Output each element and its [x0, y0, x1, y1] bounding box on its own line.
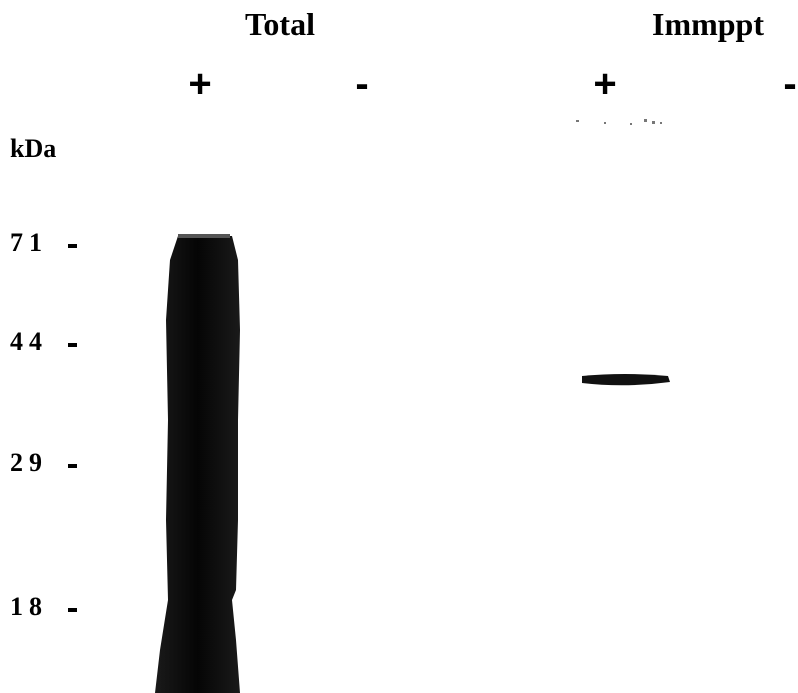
band	[582, 374, 670, 385]
marker-label: 44	[10, 327, 48, 357]
gel-figure: Total+-Immppt+-kDa71442918	[0, 0, 798, 693]
lane-sign: -	[355, 62, 368, 107]
marker-label: 18	[10, 592, 48, 622]
marker-dash	[68, 343, 77, 347]
marker-dash	[68, 608, 77, 612]
gel	[0, 0, 798, 693]
group-label: Total	[245, 6, 315, 43]
lane-smear	[155, 236, 240, 693]
marker-label: 71	[10, 228, 48, 258]
marker-label: 29	[10, 448, 48, 478]
specks	[576, 119, 662, 125]
lane-sign: -	[783, 62, 796, 107]
marker-dash	[68, 464, 77, 468]
group-label: Immppt	[652, 6, 764, 43]
lane-sign: +	[188, 62, 211, 107]
marker-dash	[68, 244, 77, 248]
lane-top	[178, 234, 230, 238]
unit-label: kDa	[10, 134, 56, 164]
lane-sign: +	[593, 62, 616, 107]
